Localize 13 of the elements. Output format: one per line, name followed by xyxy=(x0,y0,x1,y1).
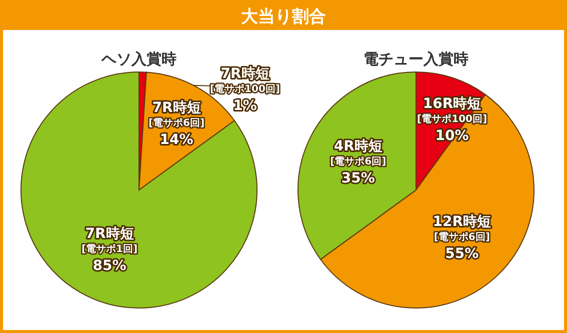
slice-label: 7R時短 [電サポ1回] xyxy=(81,226,138,255)
slice-label: 4R時短 [電サポ6回] xyxy=(330,138,386,168)
slice-label: 7R時短 [電サポ6回] xyxy=(148,100,205,129)
data-label: 55% xyxy=(445,246,479,262)
chart-title: 電チュー入賞時 xyxy=(364,50,468,68)
data-label: 35% xyxy=(341,170,375,187)
data-label: 1% xyxy=(233,98,257,114)
data-label: 85% xyxy=(92,258,126,274)
chart-title: ヘソ入賞時 xyxy=(100,50,176,68)
data-label: 14% xyxy=(160,132,194,148)
slice-label: 12R時短 [電サポ6回] xyxy=(432,214,492,243)
text: 大当り割合 xyxy=(241,7,326,27)
slice-label: 7R時短 [電サポ100回] xyxy=(210,66,280,95)
